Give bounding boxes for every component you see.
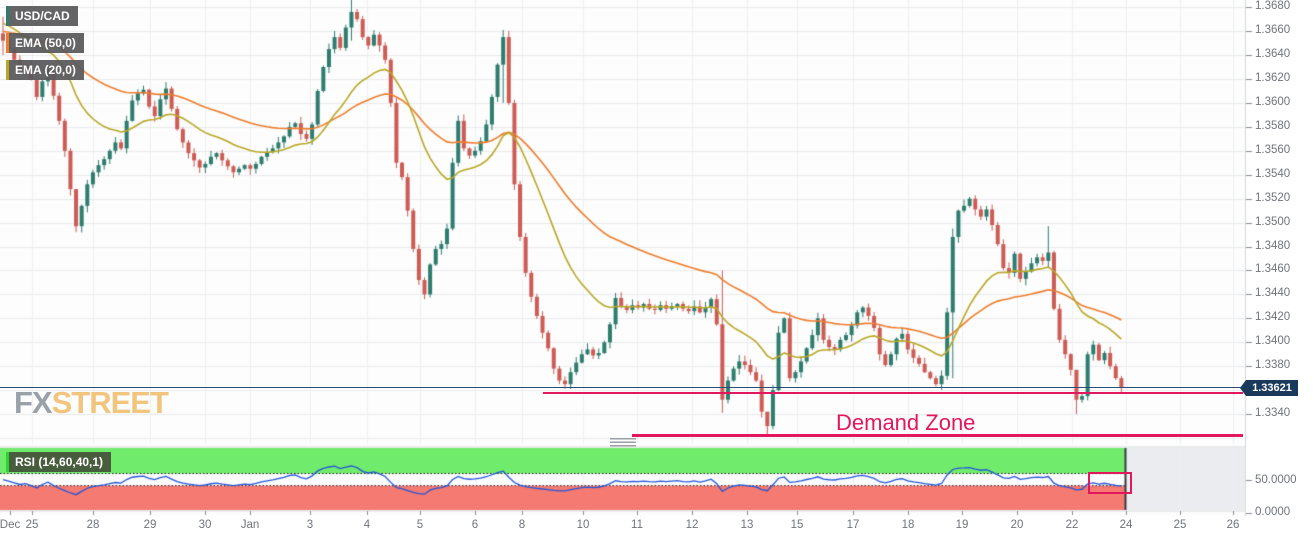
rsi-axis-label: 0.0000 xyxy=(1255,506,1291,518)
ema50-legend[interactable]: EMA (50,0) xyxy=(6,33,84,53)
resistance-line xyxy=(543,391,1243,395)
time-axis-label: 13 xyxy=(740,519,754,531)
price-axis-label: 1.3600 xyxy=(1255,95,1291,108)
time-axis-label: 29 xyxy=(143,519,157,531)
price-axis-label: 1.3560 xyxy=(1255,143,1291,156)
price-axis-label: 1.3500 xyxy=(1255,215,1291,228)
price-axis-label: 1.3620 xyxy=(1255,71,1291,84)
price-axis-label: 1.3400 xyxy=(1255,335,1291,348)
time-axis-label: 11 xyxy=(631,519,643,531)
ema20-label: EMA (20,0) xyxy=(9,60,84,80)
current-price-badge: 1.33621 xyxy=(1240,379,1298,396)
time-axis-label: 25 xyxy=(25,519,39,531)
price-axis-label: 1.3660 xyxy=(1255,24,1291,37)
rsi-label: RSI (14,60,40,1) xyxy=(9,452,112,472)
rsi-highlight-box xyxy=(1088,472,1132,494)
time-axis-label: 25 xyxy=(1173,519,1187,531)
time-axis-label: 26 xyxy=(1226,519,1240,531)
time-axis-label: 17 xyxy=(846,519,860,531)
ema20-legend[interactable]: EMA (20,0) xyxy=(6,60,84,80)
demand-zone-label: Demand Zone xyxy=(836,410,976,435)
demand-zone-line xyxy=(632,434,1243,438)
price-axis-label: 1.3380 xyxy=(1255,359,1291,372)
symbol-color-bar xyxy=(6,6,9,26)
time-axis-label: 20 xyxy=(1010,519,1024,531)
price-axis-label: 1.3680 xyxy=(1255,0,1291,13)
price-axis-label: 1.3340 xyxy=(1255,407,1291,420)
current-price-line xyxy=(0,386,1245,389)
time-axis-label: 24 xyxy=(1119,519,1133,531)
time-axis-label: 5 xyxy=(416,519,424,531)
price-axis-label: 1.3540 xyxy=(1255,167,1291,180)
time-axis-label: Jan xyxy=(240,519,260,531)
watermark-street: STREET xyxy=(51,385,169,420)
pane-resize-handle-icon[interactable] xyxy=(610,438,636,447)
symbol-label: USD/CAD xyxy=(9,6,78,26)
symbol-legend[interactable]: USD/CAD xyxy=(6,6,78,26)
ema20-color-bar xyxy=(6,60,9,80)
time-axis-label: 30 xyxy=(198,519,212,531)
watermark-fx: FX xyxy=(14,385,53,420)
time-axis-label: Dec xyxy=(0,519,21,531)
time-axis-label: 8 xyxy=(518,519,526,531)
price-axis-label: 1.3460 xyxy=(1255,263,1291,276)
rsi-legend[interactable]: RSI (14,60,40,1) xyxy=(6,452,112,472)
time-axis-label: 4 xyxy=(363,519,371,531)
fxstreet-watermark: FXSTREET xyxy=(14,385,169,420)
time-axis-label: 19 xyxy=(955,519,969,531)
price-axis-label: 1.3480 xyxy=(1255,239,1291,252)
time-axis-label: 22 xyxy=(1065,519,1079,531)
rsi-color-bar xyxy=(6,452,9,472)
price-axis-label: 1.3440 xyxy=(1255,287,1291,300)
time-axis-label: 10 xyxy=(576,519,590,531)
price-axis-label: 1.3420 xyxy=(1255,311,1291,324)
price-axis-label: 1.3520 xyxy=(1255,191,1291,204)
time-axis-label: 18 xyxy=(901,519,915,531)
ema50-label: EMA (50,0) xyxy=(9,33,84,53)
time-axis-label: 15 xyxy=(790,519,804,531)
time-axis-label: 6 xyxy=(471,519,479,531)
time-axis-label: 3 xyxy=(306,519,314,531)
time-axis-label: 12 xyxy=(685,519,699,531)
time-axis-label: 28 xyxy=(86,519,100,531)
price-axis-label: 1.3580 xyxy=(1255,119,1291,132)
price-axis-label: 1.3640 xyxy=(1255,48,1291,61)
ema50-color-bar xyxy=(6,33,9,53)
rsi-axis-label: 50.0000 xyxy=(1255,474,1297,486)
